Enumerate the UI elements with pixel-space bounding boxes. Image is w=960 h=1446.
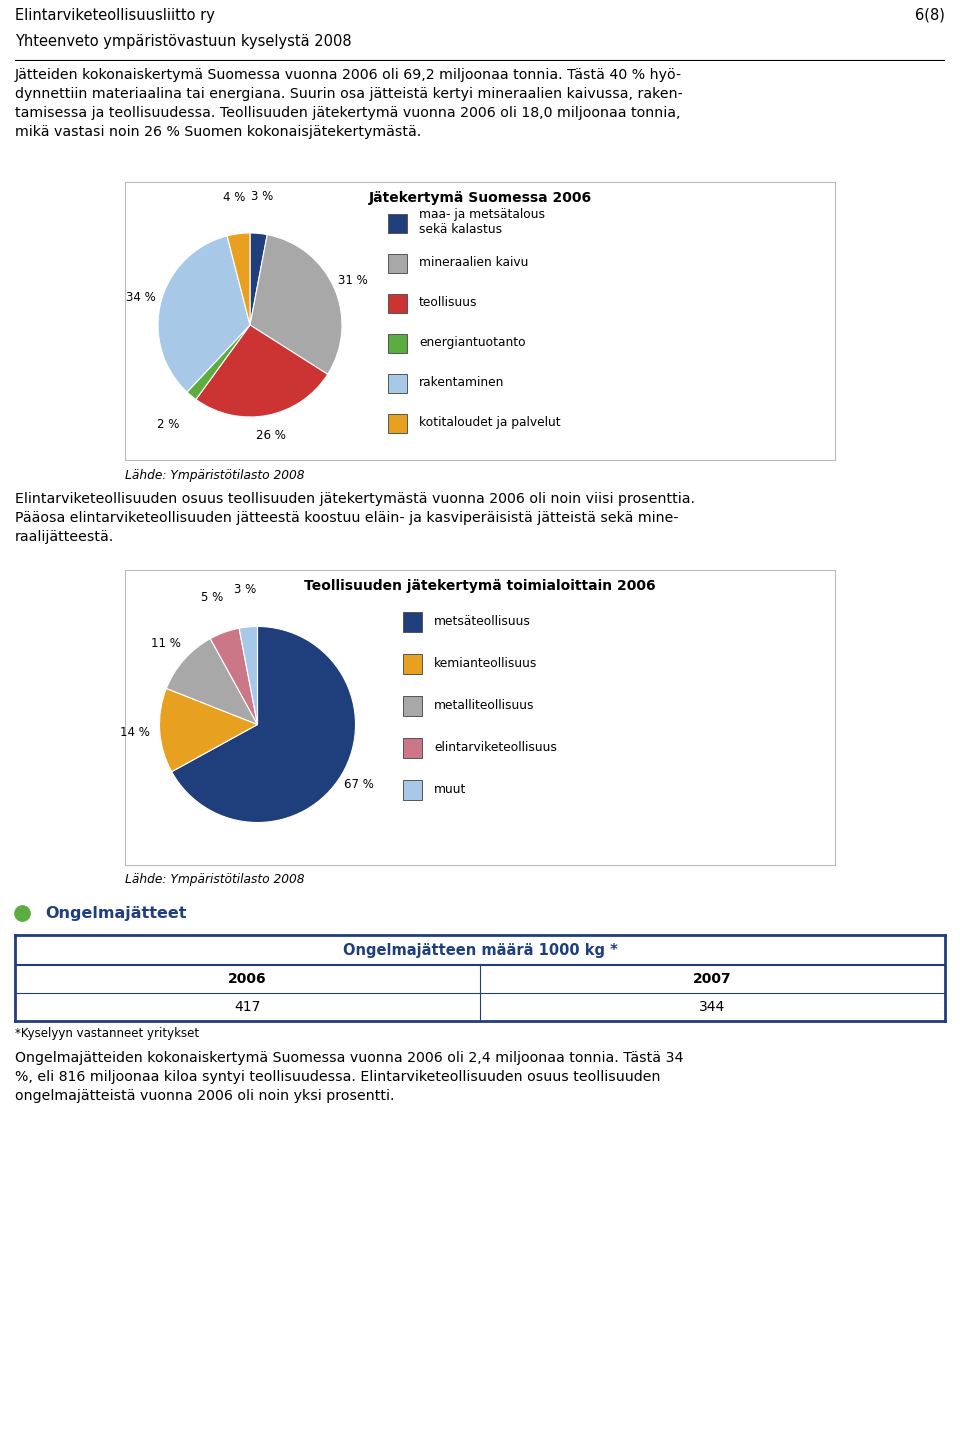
Bar [389, 334, 407, 353]
Bar [403, 696, 422, 716]
Text: Elintarviketeollisuusliitto ry: Elintarviketeollisuusliitto ry [15, 9, 215, 23]
Wedge shape [250, 233, 267, 325]
Text: Ongelmajätteiden kokonaiskertymä Suomessa vuonna 2006 oli 2,4 miljoonaa tonnia. : Ongelmajätteiden kokonaiskertymä Suomess… [15, 1051, 684, 1103]
Text: 5 %: 5 % [201, 591, 223, 604]
Text: 3 %: 3 % [251, 191, 274, 204]
Text: maa- ja metsätalous
sekä kalastus: maa- ja metsätalous sekä kalastus [419, 208, 545, 236]
Wedge shape [239, 626, 257, 724]
Text: 6(8): 6(8) [915, 9, 945, 23]
Text: 11 %: 11 % [151, 638, 180, 651]
Wedge shape [187, 325, 250, 399]
Text: 26 %: 26 % [256, 429, 286, 441]
Text: Elintarviketeollisuuden osuus teollisuuden jätekertymästä vuonna 2006 oli noin v: Elintarviketeollisuuden osuus teollisuud… [15, 492, 695, 544]
Text: 67 %: 67 % [344, 778, 373, 791]
Wedge shape [196, 325, 327, 416]
Text: Ongelmajätteet: Ongelmajätteet [45, 905, 186, 921]
Text: Lähde: Ympäristötilasto 2008: Lähde: Ympäristötilasto 2008 [125, 873, 304, 886]
Text: Jätteiden kokonaiskertymä Suomessa vuonna 2006 oli 69,2 miljoonaa tonnia. Tästä : Jätteiden kokonaiskertymä Suomessa vuonn… [15, 68, 683, 139]
Text: Lähde: Ympäristötilasto 2008: Lähde: Ympäristötilasto 2008 [125, 469, 304, 482]
Wedge shape [158, 236, 250, 392]
Text: Teollisuuden jätekertymä toimialoittain 2006: Teollisuuden jätekertymä toimialoittain … [304, 578, 656, 593]
Bar [389, 214, 407, 233]
Text: 2006: 2006 [228, 972, 267, 986]
Text: 3 %: 3 % [233, 583, 256, 596]
Wedge shape [172, 626, 355, 823]
Bar [403, 779, 422, 800]
Text: muut: muut [434, 782, 467, 795]
Text: 14 %: 14 % [120, 726, 150, 739]
Text: Ongelmajätteen määrä 1000 kg *: Ongelmajätteen määrä 1000 kg * [343, 943, 617, 957]
Wedge shape [228, 233, 250, 325]
Text: 34 %: 34 % [127, 291, 156, 304]
Bar [389, 253, 407, 272]
Text: elintarviketeollisuus: elintarviketeollisuus [434, 740, 557, 753]
Text: metsäteollisuus: metsäteollisuus [434, 615, 531, 628]
Bar [389, 294, 407, 312]
Text: 31 %: 31 % [338, 273, 368, 286]
Wedge shape [210, 628, 257, 724]
Text: teollisuus: teollisuus [419, 296, 477, 309]
Bar [15, 936, 945, 964]
Bar [389, 373, 407, 392]
Wedge shape [250, 234, 342, 375]
Bar [389, 414, 407, 432]
Bar [403, 654, 422, 674]
Text: rakentaminen: rakentaminen [419, 376, 504, 389]
Text: 4 %: 4 % [223, 191, 245, 204]
Text: kotitaloudet ja palvelut: kotitaloudet ja palvelut [419, 416, 561, 429]
Text: Yhteenveto ympäristövastuun kyselystä 2008: Yhteenveto ympäristövastuun kyselystä 20… [15, 35, 351, 49]
Wedge shape [166, 639, 257, 724]
Wedge shape [159, 688, 257, 772]
Text: 2007: 2007 [693, 972, 732, 986]
Bar [403, 612, 422, 632]
Text: 417: 417 [234, 1001, 261, 1014]
Text: 2 %: 2 % [156, 418, 180, 431]
Text: energiantuotanto: energiantuotanto [419, 335, 526, 348]
Bar [403, 737, 422, 758]
Text: metalliteollisuus: metalliteollisuus [434, 698, 535, 711]
Text: 344: 344 [700, 1001, 726, 1014]
Text: *Kyselyyn vastanneet yritykset: *Kyselyyn vastanneet yritykset [15, 1028, 199, 1041]
Text: kemianteollisuus: kemianteollisuus [434, 656, 538, 669]
Text: Jätekertymä Suomessa 2006: Jätekertymä Suomessa 2006 [369, 191, 591, 205]
Text: mineraalien kaivu: mineraalien kaivu [419, 256, 528, 269]
